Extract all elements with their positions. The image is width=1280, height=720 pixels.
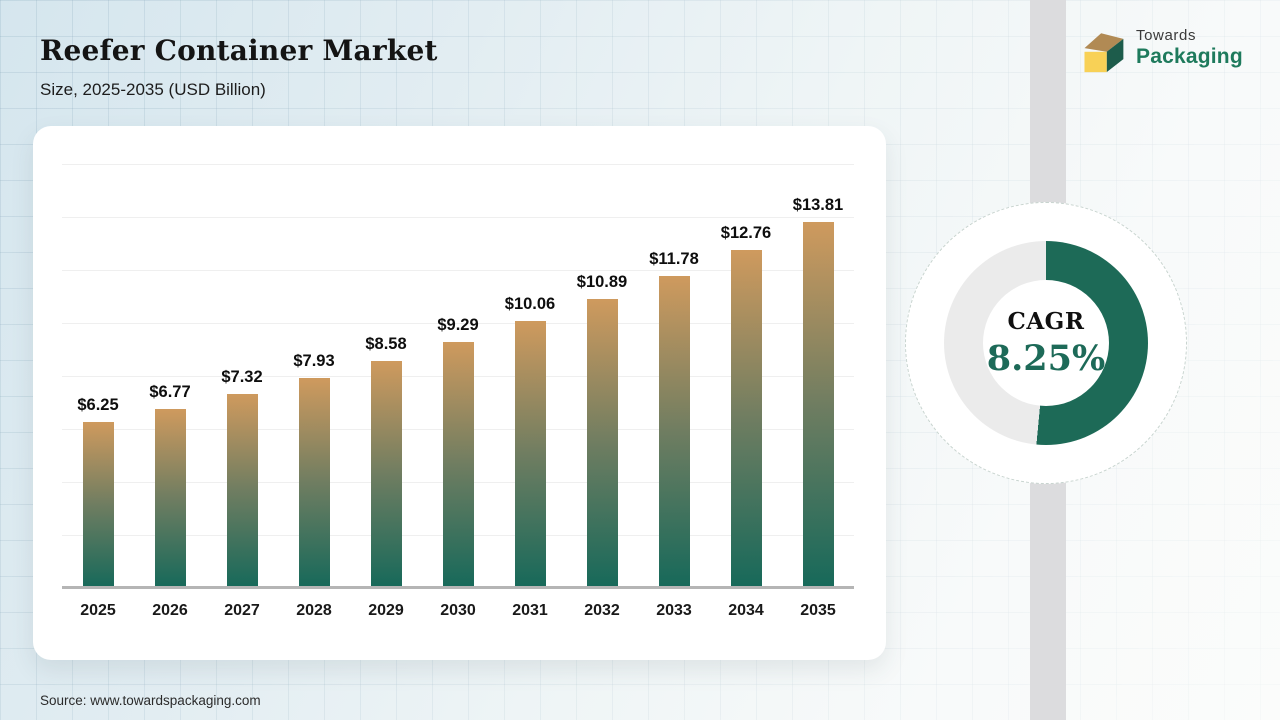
cagr-value: 8.25% (986, 337, 1106, 379)
bar (802, 222, 834, 588)
source-text: Source: www.towardspackaging.com (40, 692, 261, 708)
x-axis-label: 2026 (152, 602, 188, 619)
bar-columns: $6.25 $6.77 $7.32 $7.93 $8.58 $9.29 $10.06 $10.… (62, 164, 854, 588)
gridline (62, 270, 854, 271)
bar-value-label: $10.89 (576, 273, 628, 292)
page-subtitle: Size, 2025-2035 (USD Billion) (40, 80, 266, 99)
bar (370, 360, 402, 588)
x-axis-label: 2032 (584, 602, 620, 619)
cagr-donut-gauge: CAGR 8.25% (905, 202, 1187, 484)
bar-chart-card: $6.25 $6.77 $7.32 $7.93 $8.58 $9.29 $10.06 $10.… (33, 126, 886, 660)
bar-value-label: $9.29 (437, 315, 479, 334)
brand-logo-text: Towards Packaging (1136, 24, 1243, 69)
header: Reefer Container Market Size, 2025-2035 … (40, 34, 438, 100)
bar-value-label: $6.77 (149, 382, 191, 401)
bar (154, 408, 186, 588)
x-axis-label: 2034 (728, 602, 764, 619)
bar-column: $11.78 (638, 164, 710, 588)
bar-column: $7.93 (278, 164, 350, 588)
x-axis-label: 2031 (512, 602, 548, 619)
bar-column: $12.76 (710, 164, 782, 588)
bar-column: $10.89 (566, 164, 638, 588)
bar-column: $8.58 (350, 164, 422, 588)
bar-value-label: $7.32 (221, 368, 263, 387)
bar-column: $10.06 (494, 164, 566, 588)
bar (442, 341, 474, 588)
bar-column: $7.32 (206, 164, 278, 588)
bar-column: $6.77 (134, 164, 206, 588)
bar-column: $6.25 (62, 164, 134, 588)
cube-front-face (1084, 51, 1107, 73)
x-axis-label: 2027 (224, 602, 260, 619)
bar (298, 377, 330, 588)
gridline (62, 164, 854, 165)
cagr-donut-center: CAGR 8.25% (983, 280, 1109, 406)
bar-value-label: $7.93 (293, 351, 335, 370)
cube-side-face (1106, 38, 1124, 73)
cube-top-face (1084, 33, 1124, 52)
page-title: Reefer Container Market (40, 34, 438, 67)
x-axis-labels: 2025 2026 2027 2028 2029 2030 2031 2032 2033 2034… (62, 602, 854, 620)
gridline (62, 323, 854, 324)
bar (82, 422, 114, 588)
x-axis-label: 2029 (368, 602, 404, 619)
bar-value-label: $8.58 (365, 334, 407, 353)
bar (514, 321, 546, 588)
x-axis-label: 2030 (440, 602, 476, 619)
x-axis-label: 2033 (656, 602, 692, 619)
bar (658, 275, 690, 588)
brand-name-top: Towards (1136, 27, 1197, 44)
bar (226, 394, 258, 588)
bar-value-label: $13.81 (792, 196, 844, 215)
bar-value-label: $10.06 (504, 295, 556, 314)
bar-column: $13.81 (782, 164, 854, 588)
bar-chart-plot-area: $6.25 $6.77 $7.32 $7.93 $8.58 $9.29 $10.06 $10.… (62, 164, 854, 588)
x-axis-label: 2025 (80, 602, 116, 619)
bar-value-label: $11.78 (649, 249, 699, 268)
x-axis-label: 2035 (800, 602, 836, 619)
bar (586, 299, 618, 588)
x-axis-line (62, 586, 854, 589)
bar-column: $9.29 (422, 164, 494, 588)
bar-value-label: $12.76 (720, 223, 772, 242)
brand-logo: Towards Packaging (1079, 24, 1243, 74)
gridline (62, 217, 854, 218)
x-axis-label: 2028 (296, 602, 332, 619)
cube-logo-icon (1084, 33, 1124, 73)
bar (730, 249, 762, 588)
cagr-label: CAGR (1007, 307, 1085, 335)
bar-value-label: $6.25 (77, 396, 119, 415)
brand-name-bottom: Packaging (1136, 45, 1243, 68)
